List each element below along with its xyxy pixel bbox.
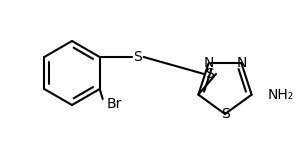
Text: N: N	[203, 56, 214, 70]
Text: S: S	[206, 67, 214, 81]
Text: NH₂: NH₂	[268, 88, 294, 102]
Text: S: S	[221, 107, 230, 121]
Text: Br: Br	[107, 97, 122, 111]
Text: S: S	[133, 50, 142, 64]
Text: N: N	[236, 56, 247, 70]
